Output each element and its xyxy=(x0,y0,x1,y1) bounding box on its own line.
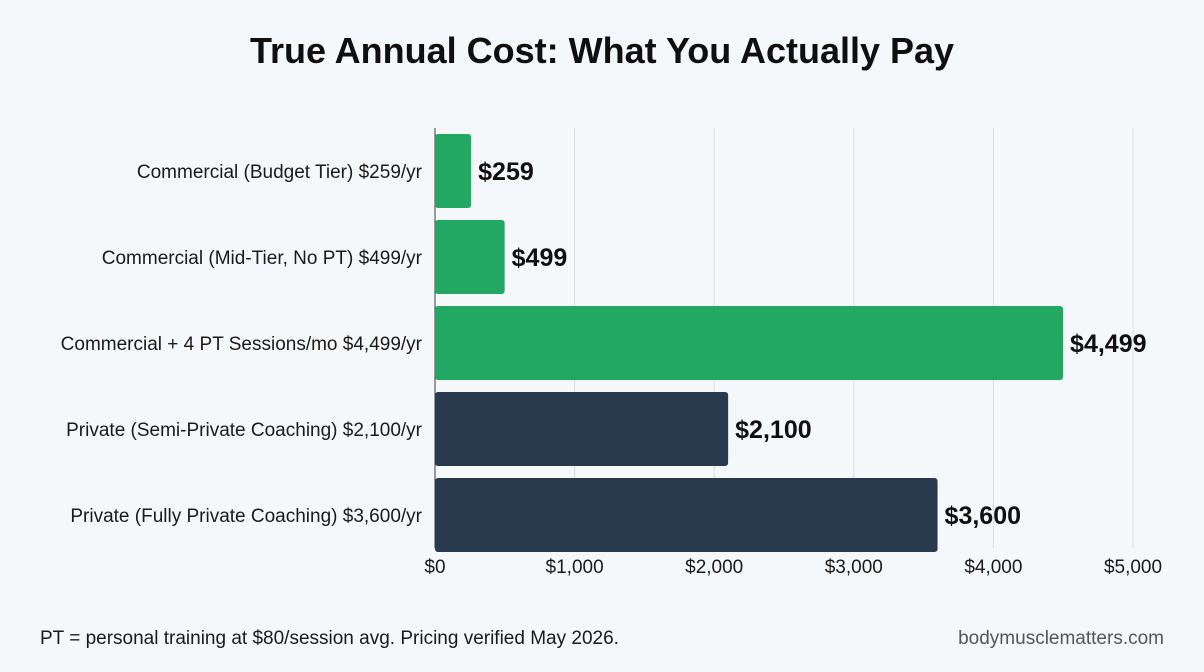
x-tick-label: $4,000 xyxy=(964,557,1022,578)
x-tick-label: $2,000 xyxy=(685,557,743,578)
category-label: Commercial + 4 PT Sessions/mo $4,499/yr xyxy=(61,334,423,355)
data-label: $3,600 xyxy=(945,502,1021,530)
category-label: Commercial (Mid-Tier, No PT) $499/yr xyxy=(102,248,423,269)
data-label: $259 xyxy=(478,158,534,186)
chart-title: True Annual Cost: What You Actually Pay xyxy=(249,30,955,71)
x-tick-label: $3,000 xyxy=(825,557,883,578)
x-tick-label: $0 xyxy=(424,557,445,578)
bar xyxy=(435,306,1064,380)
footnote: PT = personal training at $80/session av… xyxy=(40,628,619,649)
source-credit: bodymusclematters.com xyxy=(958,628,1164,649)
data-label: $2,100 xyxy=(735,416,811,444)
bar xyxy=(435,220,505,294)
bar xyxy=(435,134,472,208)
x-tick-label: $5,000 xyxy=(1104,557,1162,578)
category-label: Private (Semi-Private Coaching) $2,100/y… xyxy=(66,420,423,441)
data-label: $4,499 xyxy=(1070,330,1146,358)
bar-chart: $0 $1,000 $2,000 $3,000 $4,000 $5,000 Commerci… xyxy=(61,128,1162,578)
bar xyxy=(435,478,938,552)
data-label: $499 xyxy=(512,244,568,272)
category-label: Commercial (Budget Tier) $259/yr xyxy=(137,162,423,183)
category-label: Private (Fully Private Coaching) $3,600/… xyxy=(70,506,422,527)
x-tick-label: $1,000 xyxy=(546,557,604,578)
bar xyxy=(435,392,729,466)
